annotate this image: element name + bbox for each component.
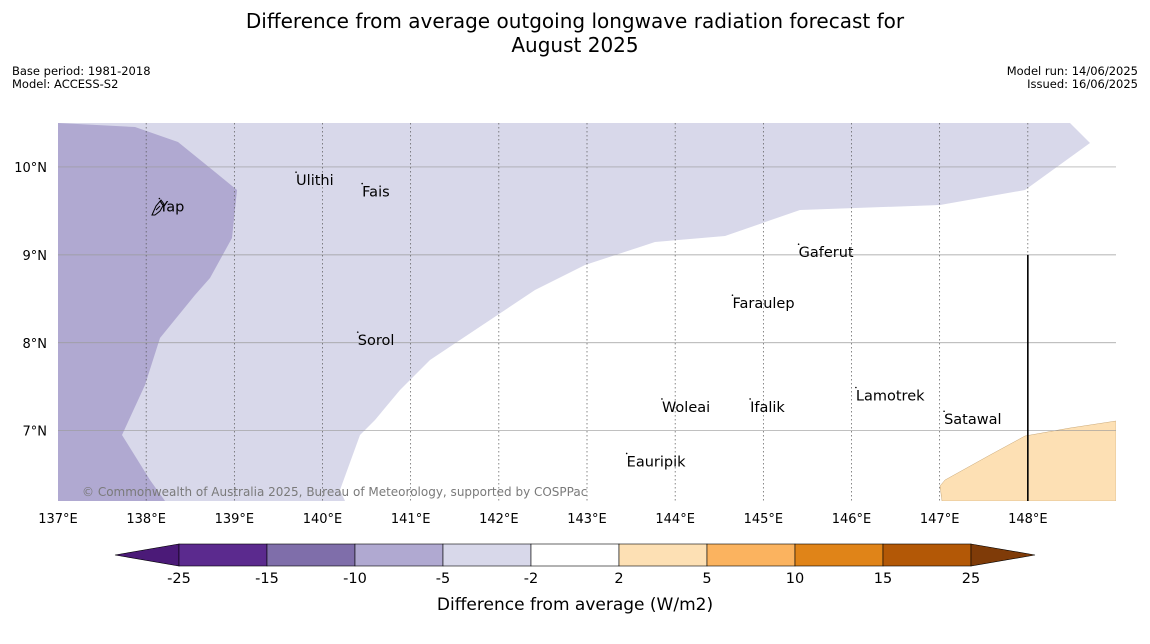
colorbar-tick-label: 15 bbox=[874, 571, 892, 587]
island-marker bbox=[661, 398, 663, 400]
colorbar-tick-label: -25 bbox=[167, 571, 191, 587]
latitude-tick-labels: 7°N 8°N 9°N 10°N bbox=[14, 161, 47, 440]
lon-tick-label: 147°E bbox=[920, 512, 960, 527]
place-label-satawal: Satawal bbox=[944, 412, 1001, 428]
colorbar-extend-high bbox=[970, 543, 1036, 567]
colorbar-tick-label: -10 bbox=[343, 571, 367, 587]
lon-tick-label: 141°E bbox=[391, 512, 431, 527]
colorbar-tick-label: 10 bbox=[786, 571, 804, 587]
colorbar-segment bbox=[354, 543, 444, 567]
island-marker bbox=[356, 331, 359, 333]
island-marker bbox=[797, 243, 800, 246]
colorbar-segment bbox=[882, 543, 972, 567]
lat-tick-label: 10°N bbox=[14, 161, 47, 176]
lon-tick-label: 138°E bbox=[126, 512, 166, 527]
colorbar-segment bbox=[706, 543, 796, 567]
place-label-woleai: Woleai bbox=[662, 400, 710, 416]
map-area: Yap Ulithi Fais Gaferut Faraulep Sorol Woleai I… bbox=[58, 123, 1116, 501]
issued-text: Issued: 16/06/2025 bbox=[1027, 77, 1138, 91]
island-marker bbox=[625, 452, 628, 455]
colorbar-segment bbox=[794, 543, 884, 567]
lon-tick-label: 148°E bbox=[1008, 512, 1048, 527]
colorbar-tick-label: 2 bbox=[614, 571, 623, 587]
run-info: Model run: 14/06/2025 Issued: 16/06/2025 bbox=[1007, 65, 1138, 91]
light-purple-region bbox=[58, 123, 1090, 501]
place-label-lamotrek: Lamotrek bbox=[856, 389, 925, 405]
lon-tick-label: 144°E bbox=[655, 512, 695, 527]
lon-tick-label: 142°E bbox=[479, 512, 519, 527]
lat-tick-label: 8°N bbox=[23, 337, 48, 352]
colorbar-tick-label: -5 bbox=[436, 571, 450, 587]
colorbar-segment bbox=[530, 543, 620, 567]
colorbar: -25 -15 -10 -5 -2 2 5 10 15 25 bbox=[114, 543, 1036, 587]
title-line-1: Difference from average outgoing longwav… bbox=[245, 9, 905, 33]
place-label-eauripik: Eauripik bbox=[627, 454, 686, 470]
island-marker bbox=[855, 386, 857, 389]
island-marker bbox=[158, 197, 161, 200]
island-marker bbox=[295, 171, 297, 173]
place-labels: Yap Ulithi Fais Gaferut Faraulep Sorol Woleai I… bbox=[158, 171, 1002, 470]
colorbar-segment bbox=[618, 543, 708, 567]
colorbar-tick-label: -15 bbox=[255, 571, 279, 587]
place-label-ifalik: Ifalik bbox=[750, 400, 785, 416]
colorbar-tick-label: 5 bbox=[702, 571, 711, 587]
island-marker bbox=[749, 398, 751, 400]
lon-tick-label: 143°E bbox=[567, 512, 607, 527]
base-period-text: Base period: 1981-2018 bbox=[12, 64, 151, 78]
latitude-gridlines bbox=[58, 166, 1116, 432]
model-text: Model: ACCESS-S2 bbox=[12, 77, 119, 91]
yap-island-outline bbox=[151, 199, 165, 216]
lon-tick-label: 137°E bbox=[38, 512, 78, 527]
model-run-text: Model run: 14/06/2025 bbox=[1006, 64, 1138, 78]
island-marker bbox=[943, 410, 945, 413]
colorbar-segment bbox=[266, 543, 356, 567]
base-info: Base period: 1981-2018 Model: ACCESS-S2 bbox=[12, 65, 151, 91]
chart-title: Difference from average outgoing longwav… bbox=[0, 9, 1150, 57]
island-marker bbox=[361, 182, 363, 185]
lat-tick-label: 9°N bbox=[23, 249, 48, 264]
island-marker bbox=[731, 294, 734, 297]
title-line-2: August 2025 bbox=[511, 33, 639, 57]
place-label-gaferut: Gaferut bbox=[799, 245, 854, 261]
copyright-text: © Commonwealth of Australia 2025, Bureau… bbox=[82, 485, 587, 499]
colorbar-segment bbox=[178, 543, 268, 567]
lon-tick-label: 145°E bbox=[744, 512, 784, 527]
colorbar-tick-label: 25 bbox=[962, 571, 980, 587]
colorbar-tick-label: -2 bbox=[524, 571, 538, 587]
lon-tick-label: 146°E bbox=[832, 512, 872, 527]
lon-tick-label: 139°E bbox=[215, 512, 255, 527]
place-label-ulithi: Ulithi bbox=[296, 173, 334, 189]
colorbar-label: Difference from average (W/m2) bbox=[437, 595, 713, 615]
lat-tick-label: 7°N bbox=[23, 425, 48, 440]
place-label-sorol: Sorol bbox=[358, 333, 395, 349]
longitude-tick-labels: 137°E 138°E 139°E 140°E 141°E 142°E 143°E 144°E… bbox=[38, 512, 1047, 527]
colorbar-extend-low bbox=[114, 543, 180, 567]
place-label-fais: Fais bbox=[362, 185, 389, 201]
medium-purple-region bbox=[58, 123, 237, 501]
colorbar-segment bbox=[442, 543, 532, 567]
place-label-faraulep: Faraulep bbox=[732, 296, 794, 312]
lon-tick-label: 140°E bbox=[303, 512, 343, 527]
place-label-yap: Yap bbox=[158, 200, 184, 216]
